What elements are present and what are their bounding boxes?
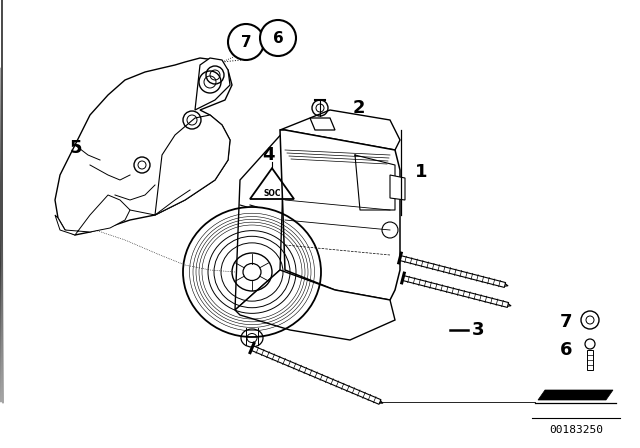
Polygon shape (195, 58, 230, 110)
Text: 7: 7 (241, 34, 252, 49)
Text: 5: 5 (70, 139, 83, 157)
Polygon shape (538, 390, 613, 400)
Text: 2: 2 (353, 99, 365, 117)
Polygon shape (403, 276, 509, 307)
Polygon shape (235, 270, 395, 340)
Polygon shape (55, 58, 232, 235)
Circle shape (228, 24, 264, 60)
Circle shape (260, 20, 296, 56)
Text: 4: 4 (262, 146, 275, 164)
Text: 6: 6 (273, 30, 284, 46)
Text: SOC: SOC (263, 189, 281, 198)
Text: 6: 6 (559, 341, 572, 359)
Polygon shape (251, 346, 381, 404)
Polygon shape (390, 175, 405, 200)
Text: 00183250: 00183250 (549, 425, 603, 435)
Polygon shape (55, 195, 130, 235)
Polygon shape (235, 130, 285, 310)
Polygon shape (587, 350, 593, 370)
Text: 1: 1 (415, 163, 428, 181)
Polygon shape (280, 110, 400, 150)
Text: 3: 3 (472, 321, 484, 339)
Polygon shape (310, 118, 335, 130)
Polygon shape (155, 115, 230, 215)
Polygon shape (399, 255, 506, 288)
Text: 7: 7 (559, 313, 572, 331)
Polygon shape (280, 130, 400, 300)
